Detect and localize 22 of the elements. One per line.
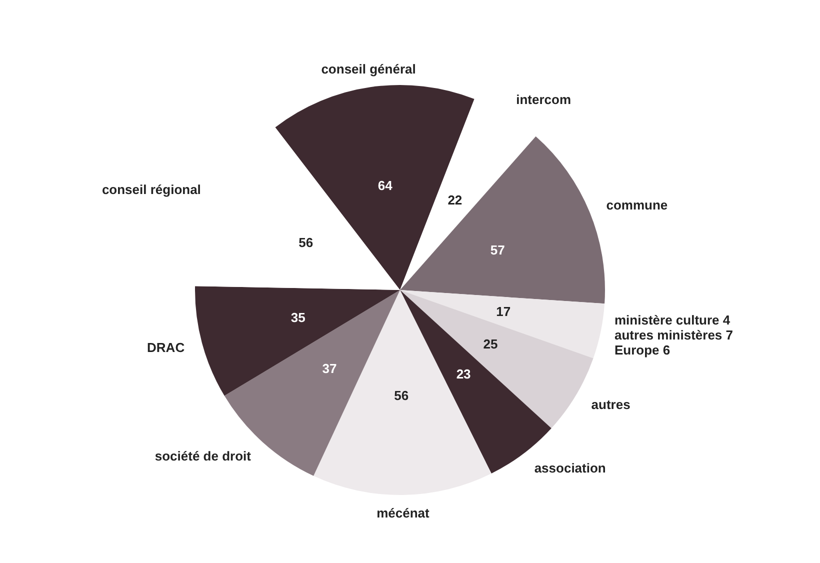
text: Europe 6: [614, 342, 670, 358]
slice-label: mécénat: [376, 505, 430, 520]
slice-label: autres: [591, 397, 630, 412]
slice-label: conseil régional: [102, 182, 201, 198]
data-label: 17: [496, 304, 511, 319]
text: ministère culture 4: [614, 312, 731, 328]
data-label: 37: [322, 360, 337, 376]
data-label: 56: [298, 234, 314, 250]
slice-label: intercom: [516, 92, 572, 108]
slice-label: DRAC: [147, 340, 186, 356]
text: autres ministères 7: [614, 328, 734, 343]
data-label: 35: [290, 310, 306, 325]
data-label: 23: [456, 366, 471, 382]
slice-label: conseil général: [321, 62, 416, 77]
slice-label: commune: [606, 198, 668, 213]
data-label: 25: [483, 336, 498, 352]
data-label: 56: [394, 388, 409, 403]
slice-label: société de droit: [154, 448, 252, 464]
data-label: 57: [490, 242, 505, 258]
data-label: 22: [448, 192, 462, 208]
data-label: 64: [378, 178, 394, 194]
slice-label: association: [534, 460, 606, 476]
